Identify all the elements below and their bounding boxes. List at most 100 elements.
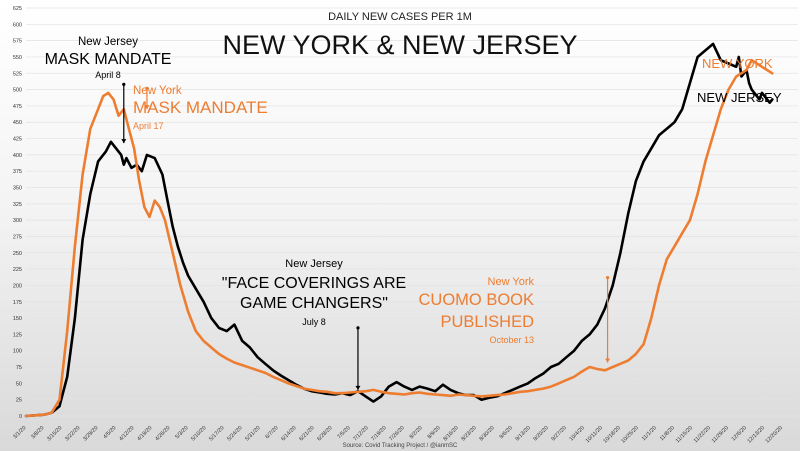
pointer-ny-mask-arrow (144, 105, 150, 110)
x-tick-label: 11/22/20 (693, 425, 712, 444)
chart-subtitle: DAILY NEW CASES PER 1M (328, 11, 472, 23)
x-tick-label: 7/5/20 (337, 425, 352, 440)
x-tick-label: 7/26/20 (388, 425, 405, 442)
series-label-nj: NEW JERSEY (697, 90, 782, 105)
annotation-nj-mask-date: April 8 (95, 70, 121, 80)
x-tick-label: 9/27/20 (551, 425, 568, 442)
y-tick-label: 575 (13, 39, 22, 45)
x-tick-label: 11/15/20 (675, 425, 694, 444)
annotation-nj-face-date: July 8 (302, 317, 326, 327)
pointer-nj-mask-arrow (121, 139, 127, 144)
y-tick-label: 300 (13, 218, 22, 224)
series-line-new-york (24, 58, 774, 418)
y-tick-label: 350 (13, 186, 22, 192)
y-tick-label: 375 (13, 169, 22, 175)
x-tick-label: 8/30/20 (479, 425, 496, 442)
x-tick-label: 6/28/20 (316, 425, 333, 442)
x-tick-label: 9/20/20 (533, 425, 550, 442)
y-tick-label: 125 (13, 332, 22, 338)
y-tick-label: 100 (13, 349, 22, 355)
series-label-ny: NEW YORK (702, 56, 773, 71)
y-tick-label: 50 (16, 381, 22, 387)
annotation-ny-book-small: New York (488, 276, 535, 288)
y-tick-label: 225 (13, 267, 22, 273)
x-tick-label: 12/6/20 (731, 425, 748, 442)
x-tick-label: 3/1/20 (12, 425, 27, 440)
pointer-nj-face-arrow (355, 385, 361, 390)
x-tick-label: 3/22/20 (64, 425, 81, 442)
series-line-new-jersey (24, 42, 774, 418)
y-tick-label: 550 (13, 55, 22, 61)
y-tick-label: 450 (13, 120, 22, 126)
annotation-nj-mask-big: MASK MANDATE (45, 51, 172, 68)
y-tick-label: 425 (13, 137, 22, 143)
y-tick-label: 600 (13, 22, 22, 28)
x-tick-label: 11/29/20 (711, 425, 730, 444)
annotation-ny-mask-big: MASK MANDATE (133, 98, 268, 117)
annotation-nj-face-big-1: "FACE COVERINGS ARE (222, 275, 406, 292)
x-tick-label: 11/1/20 (641, 425, 658, 442)
grid-lines (26, 7, 798, 417)
x-tick-label: 10/18/20 (602, 425, 621, 444)
chart-title: NEW YORK & NEW JERSEY (222, 30, 577, 60)
y-tick-label: 200 (13, 283, 22, 289)
y-tick-label: 75 (16, 365, 22, 371)
x-tick-label: 3/8/20 (30, 425, 45, 440)
x-tick-label: 11/8/20 (659, 425, 676, 442)
pointer-ny-mask-dot (145, 86, 149, 90)
y-tick-label: 625 (13, 6, 22, 12)
pointer-ny-book-arrow (605, 358, 611, 363)
x-tick-label: 4/19/20 (136, 425, 153, 442)
x-tick-label: 4/5/20 (102, 425, 117, 440)
series-lines (24, 42, 774, 418)
x-tick-label: 6/21/20 (298, 425, 315, 442)
y-tick-label: 475 (13, 104, 22, 110)
x-tick-label: 8/23/20 (461, 425, 478, 442)
x-tick-label: 12/20/20 (765, 425, 784, 444)
x-tick-label: 9/13/20 (515, 425, 532, 442)
y-tick-label: 175 (13, 300, 22, 306)
x-tick-label: 5/31/20 (244, 425, 261, 442)
annotation-ny-mask-date: April 17 (133, 121, 164, 131)
y-tick-label: 525 (13, 71, 22, 77)
x-tick-label: 6/7/20 (265, 425, 280, 440)
x-tick-label: 12/13/20 (747, 425, 766, 444)
annotation-nj-mask-small: New Jersey (78, 36, 138, 48)
x-tick-label: 8/16/20 (443, 425, 460, 442)
annotation-pointers (121, 82, 611, 390)
x-tick-label: 3/29/20 (82, 425, 99, 442)
x-axis-ticks: 3/1/20 3/8/20 3/15/20 3/22/20 3/29/20 4/5/20 4… (12, 425, 784, 444)
y-tick-label: 150 (13, 316, 22, 322)
annotation-nj-face-small: New Jersey (285, 258, 343, 270)
annotation-ny-book-big-2: PUBLISHED (440, 313, 534, 331)
annotation-ny-book-date: October 13 (489, 335, 534, 345)
x-tick-label: 4/12/20 (118, 425, 135, 442)
y-tick-label: 250 (13, 251, 22, 257)
x-tick-label: 9/6/20 (499, 425, 514, 440)
pointer-nj-face-dot (356, 326, 360, 330)
x-tick-label: 7/12/20 (352, 425, 369, 442)
y-tick-label: 500 (13, 88, 22, 94)
pointer-ny-book-dot (605, 276, 610, 280)
pointer-nj-mask-dot (122, 82, 126, 86)
x-tick-label: 4/26/20 (154, 425, 171, 442)
y-tick-label: 400 (13, 153, 22, 159)
annotation-ny-mask-small: New York (133, 85, 182, 97)
x-tick-label: 10/4/20 (569, 425, 586, 442)
y-axis-ticks: 0 25 50 75 100 125 150 175 200 225 250 275 300 325 350… (13, 6, 22, 420)
y-tick-label: 325 (13, 202, 22, 208)
x-tick-label: 5/10/20 (190, 425, 207, 442)
x-tick-label: 5/17/20 (208, 425, 225, 442)
chart-source: Source: Covid Tracking Project / @ianmSC (343, 443, 458, 449)
y-tick-label: 25 (16, 398, 22, 404)
x-tick-label: 8/9/20 (427, 425, 442, 440)
annotation-nj-face-big-2: GAME CHANGERS" (240, 295, 388, 312)
x-tick-label: 6/14/20 (280, 425, 297, 442)
x-tick-label: 10/25/20 (620, 425, 639, 444)
y-tick-label: 275 (13, 234, 22, 240)
x-tick-label: 5/3/20 (174, 425, 189, 440)
x-tick-label: 3/15/20 (46, 425, 63, 442)
y-tick-label: 0 (19, 414, 22, 420)
x-tick-label: 10/11/20 (585, 425, 604, 444)
x-tick-label: 7/19/20 (370, 425, 387, 442)
